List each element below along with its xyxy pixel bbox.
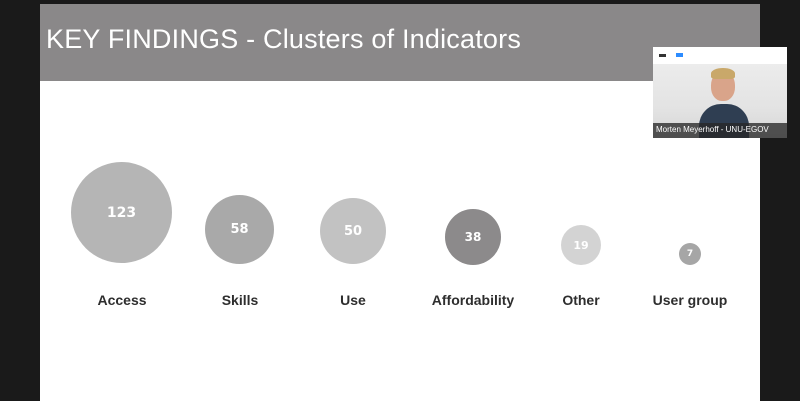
video-tile-toolbar (653, 47, 787, 64)
presentation-slide: KEY FINDINGS - Clusters of Indicators 12… (40, 4, 760, 401)
cluster-bubble-affordability: 38 (445, 209, 501, 265)
cluster-bubble-use: 50 (320, 198, 386, 264)
participant-name-bar: Morten Meyerhoff - UNU-EGOV (653, 123, 787, 138)
minimize-icon[interactable] (659, 54, 666, 57)
cluster-count-use: 50 (343, 223, 363, 239)
cluster-label-skills: Skills (221, 292, 259, 308)
cluster-label-other: Other (562, 292, 600, 308)
slide-header: KEY FINDINGS - Clusters of Indicators (40, 4, 760, 81)
cluster-label-access: Access (97, 292, 147, 308)
participant-hair (711, 68, 735, 79)
cluster-bubble-other: 19 (561, 225, 601, 265)
cluster-label-affordability: Affordability (431, 292, 515, 308)
cluster-bubble-access: 123 (71, 162, 172, 263)
cluster-count-affordability: 38 (464, 230, 482, 244)
video-options-icon[interactable] (676, 53, 683, 57)
cluster-bubble-skills: 58 (205, 195, 274, 264)
participant-video-tile[interactable]: Morten Meyerhoff - UNU-EGOV (653, 47, 787, 138)
cluster-label-use: Use (340, 292, 366, 308)
cluster-count-access: 123 (106, 204, 137, 221)
cluster-count-skills: 58 (230, 222, 249, 237)
participant-video: Morten Meyerhoff - UNU-EGOV (653, 64, 787, 138)
participant-name: Morten Meyerhoff - UNU-EGOV (656, 125, 769, 134)
cluster-label-user-group: User group (652, 292, 728, 308)
cluster-bubble-user-group: 7 (679, 243, 701, 265)
cluster-count-other: 19 (573, 238, 589, 252)
slide-title: KEY FINDINGS - Clusters of Indicators (46, 24, 522, 54)
cluster-count-user-group: 7 (686, 249, 694, 259)
